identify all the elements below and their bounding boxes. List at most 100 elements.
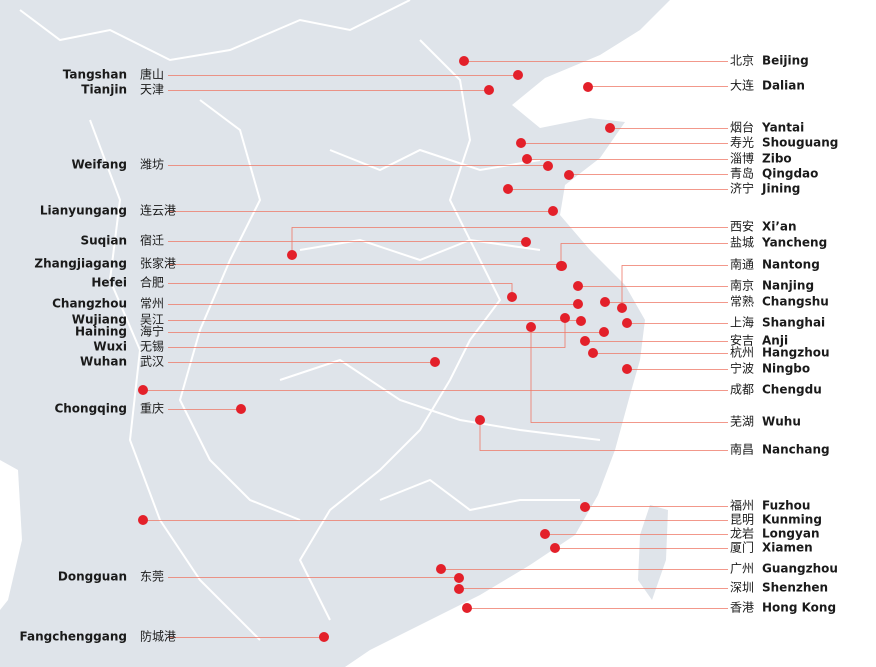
city-dot [617, 303, 627, 313]
city-name-en: Ningbo [762, 362, 810, 376]
city-name-en: Yancheng [761, 236, 827, 250]
city-dot [564, 170, 574, 180]
city-dot [513, 70, 523, 80]
city-name-en: Suqian [80, 234, 127, 248]
city-name-cn: 西安 [730, 219, 754, 234]
city-name-cn: 盐城 [730, 236, 754, 250]
leader-line [291, 227, 728, 255]
city-name-en: Chongqing [54, 402, 127, 416]
city-name-en: Anji [762, 334, 788, 348]
city-dot [580, 336, 590, 346]
city-name-cn: 合肥 [140, 275, 164, 290]
city-name-cn: 上海 [730, 315, 754, 330]
city-name-en: Lianyungang [40, 204, 127, 218]
city-name-cn: 海宁 [140, 324, 164, 339]
city-dot [576, 316, 586, 326]
city-dot [605, 123, 615, 133]
city-name-en: Hefei [91, 276, 127, 290]
city-dot [580, 502, 590, 512]
city-dot [287, 250, 297, 260]
city-name-cn: 大连 [730, 78, 754, 93]
city-dot [550, 543, 560, 553]
city-name-cn: 无锡 [140, 339, 164, 354]
city-dot [599, 327, 609, 337]
city-dot [475, 415, 485, 425]
leader-line [479, 420, 728, 451]
city-name-en: Tangshan [63, 68, 127, 82]
city-name-en: Chengdu [762, 383, 822, 397]
city-name-cn: 香港 [730, 601, 754, 615]
city-name-cn: 福州 [730, 498, 754, 513]
city-dot [138, 515, 148, 525]
city-name-cn: 龙岩 [730, 526, 754, 541]
city-dot [573, 281, 583, 291]
city-name-cn: 芜湖 [730, 414, 754, 429]
city-name-en: Longyan [762, 527, 820, 541]
city-dot [430, 357, 440, 367]
city-name-cn: 杭州 [730, 345, 754, 360]
city-dot [548, 206, 558, 216]
city-dot [319, 632, 329, 642]
city-dot [503, 184, 513, 194]
city-name-cn: 厦门 [730, 540, 754, 555]
city-name-en: Zhangjiagang [34, 257, 127, 271]
sea-left [0, 460, 22, 610]
city-name-cn: 吴江 [140, 313, 164, 327]
city-name-cn: 连云港 [140, 203, 176, 218]
city-dot [540, 529, 550, 539]
city-dot [526, 322, 536, 332]
city-name-en: Yantai [761, 121, 804, 135]
city-dot [516, 138, 526, 148]
city-name-cn: 唐山 [140, 67, 164, 82]
city-dot [543, 161, 553, 171]
city-name-en: Hong Kong [762, 601, 836, 615]
city-name-en: Shenzhen [762, 581, 828, 595]
city-name-cn: 济宁 [730, 181, 754, 196]
city-name-en: Wujiang [72, 313, 127, 327]
city-name-en: Zibo [762, 152, 792, 166]
city-name-cn: 宁波 [730, 361, 754, 376]
city-name-cn: 烟台 [730, 120, 754, 135]
leader-line [530, 327, 728, 423]
city-name-en: Nanchang [762, 443, 830, 457]
city-name-cn: 深圳 [730, 581, 754, 595]
city-dot [600, 297, 610, 307]
city-name-cn: 青岛 [730, 166, 754, 181]
city-dot [138, 385, 148, 395]
city-name-en: Xi’an [762, 220, 797, 234]
city-dot [556, 261, 566, 271]
city-name-cn: 淄博 [730, 151, 754, 166]
city-name-en: Beijing [762, 54, 809, 68]
city-name-cn: 南通 [730, 257, 754, 272]
taiwan [638, 505, 668, 600]
city-name-en: Weifang [71, 158, 127, 172]
city-dot [588, 348, 598, 358]
city-name-en: Haining [75, 325, 127, 339]
city-dot [454, 573, 464, 583]
city-name-en: Shanghai [762, 316, 825, 330]
city-name-en: Fuzhou [762, 499, 810, 513]
city-dot [484, 85, 494, 95]
city-name-cn: 武汉 [140, 355, 164, 369]
city-dot [583, 82, 593, 92]
city-name-cn: 成都 [730, 383, 754, 397]
city-name-en: Changshu [762, 295, 829, 309]
city-name-cn: 常熟 [730, 294, 754, 309]
city-name-cn: 天津 [140, 83, 164, 97]
city-dot [622, 364, 632, 374]
city-name-cn: 南昌 [730, 442, 754, 457]
city-dot [522, 154, 532, 164]
city-name-cn: 宿迁 [140, 233, 164, 248]
city-name-cn: 东莞 [140, 570, 164, 584]
city-name-cn: 寿光 [730, 136, 754, 150]
city-name-cn: 重庆 [140, 402, 164, 416]
city-name-cn: 北京 [730, 54, 754, 68]
city-dot [507, 292, 517, 302]
city-name-en: Wuhu [762, 415, 801, 429]
city-name-cn: 南京 [730, 278, 754, 293]
city-name-en: Qingdao [762, 167, 818, 181]
city-name-en: Shouguang [762, 136, 838, 150]
leader-line [168, 318, 566, 348]
city-dot [459, 56, 469, 66]
city-dot [462, 603, 472, 613]
